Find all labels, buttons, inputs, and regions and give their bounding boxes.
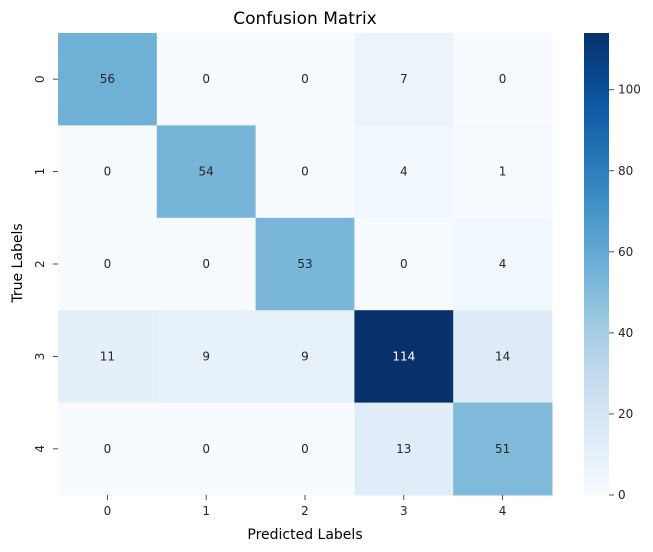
cell-value-label: 4 [499, 257, 507, 271]
cell-value-label: 0 [301, 72, 309, 86]
cell-value-label: 0 [104, 257, 112, 271]
heatmap-cell [453, 310, 553, 404]
cell-value-label: 0 [400, 257, 408, 271]
cell-value-label: 7 [400, 72, 408, 86]
y-tick-label: 0 [33, 75, 47, 83]
cell-value-label: 53 [297, 257, 312, 271]
y-axis-label: True Labels [10, 223, 26, 303]
cell-value-label: 0 [104, 165, 112, 179]
cell-value-label: 0 [499, 72, 507, 86]
heatmap-cell [354, 310, 454, 404]
heatmap-cell [354, 33, 454, 126]
x-tick-label: 1 [202, 504, 210, 518]
colorbar-tick-label: 0 [618, 488, 626, 502]
y-axis-ticks: 0 1 2 3 4 [33, 75, 58, 453]
heatmap-cell [255, 33, 355, 126]
cell-value-label: 4 [400, 165, 408, 179]
cell-value-label: 54 [199, 165, 214, 179]
cell-value-label: 14 [495, 349, 510, 363]
cell-value-label: 114 [392, 349, 415, 363]
heatmap-cell [255, 125, 355, 219]
colorbar [584, 33, 609, 495]
heatmap-cell [58, 402, 158, 496]
colorbar-tick-label: 20 [618, 407, 633, 421]
x-tick-label: 0 [104, 504, 112, 518]
cell-value-label: 0 [301, 442, 309, 456]
x-axis-label: Predicted Labels [247, 527, 362, 543]
heatmap-cell [58, 217, 158, 311]
cell-value-label: 51 [495, 442, 510, 456]
heatmap-cell [58, 33, 158, 126]
heatmap-cell [453, 33, 553, 126]
cell-value-label: 0 [202, 72, 210, 86]
heatmap-cells: 56 0 0 7 0 0 54 0 4 1 0 0 53 0 4 11 9 9 114 14 0 0 0 13 51 [58, 33, 553, 496]
y-tick-label: 1 [33, 168, 47, 176]
heatmap-cell [453, 402, 553, 496]
heatmap-cell [156, 310, 257, 404]
heatmap-cell [58, 125, 158, 219]
colorbar-tick-label: 80 [618, 164, 633, 178]
heatmap-cell [156, 33, 257, 126]
x-tick-label: 3 [400, 504, 408, 518]
colorbar-tick-label: 40 [618, 326, 633, 340]
heatmap-cell [255, 217, 355, 311]
heatmap-cell [354, 217, 454, 311]
y-tick-label: 3 [33, 353, 47, 361]
cell-value-label: 11 [100, 349, 115, 363]
colorbar-ticks: 0 20 40 60 80 100 [609, 83, 641, 502]
x-axis-ticks: 0 1 2 3 4 [104, 495, 507, 518]
y-tick-label: 4 [33, 445, 47, 453]
x-tick-label: 4 [499, 504, 507, 518]
heatmap-cell [255, 310, 355, 404]
colorbar-tick-label: 100 [618, 83, 641, 97]
cell-value-label: 0 [104, 442, 112, 456]
cell-value-label: 56 [100, 72, 115, 86]
cell-value-label: 0 [202, 442, 210, 456]
cell-value-label: 13 [396, 442, 411, 456]
heatmap-cell [156, 125, 257, 219]
heatmap-cell [156, 217, 257, 311]
cell-value-label: 9 [301, 349, 309, 363]
heatmap-cell [453, 217, 553, 311]
chart-title: Confusion Matrix [233, 9, 377, 29]
heatmap-cell [156, 402, 257, 496]
colorbar-tick-label: 60 [618, 245, 633, 259]
heatmap-cell [58, 310, 158, 404]
heatmap-cell [354, 402, 454, 496]
x-tick-label: 2 [301, 504, 309, 518]
cell-value-label: 0 [202, 257, 210, 271]
cell-value-label: 9 [202, 349, 210, 363]
y-tick-label: 2 [33, 260, 47, 268]
heatmap-cell [255, 402, 355, 496]
cell-value-label: 1 [499, 165, 507, 179]
cell-value-label: 0 [301, 165, 309, 179]
heatmap-cell [354, 125, 454, 219]
heatmap-cell [453, 125, 553, 219]
